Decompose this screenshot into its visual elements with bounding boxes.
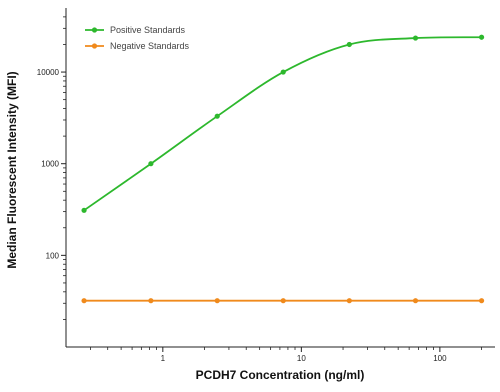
- data-point: [214, 113, 220, 119]
- y-tick-label: 100: [46, 251, 60, 260]
- data-point: [478, 34, 485, 40]
- axes: [65, 8, 495, 348]
- ticks: 100 1000 10000 1 10 100: [37, 16, 482, 363]
- series-1: [81, 298, 485, 304]
- data-point: [280, 298, 286, 304]
- data-point: [214, 298, 220, 304]
- x-tick-label: 10: [297, 354, 306, 363]
- legend-label: Negative Standards: [110, 41, 190, 51]
- series-line: [83, 36, 482, 212]
- legend-label: Positive Standards: [110, 25, 186, 35]
- legend-item: Positive Standards: [85, 25, 186, 35]
- data-point: [412, 35, 419, 41]
- data-point: [412, 298, 419, 304]
- series-layer: [81, 34, 485, 304]
- data-point: [81, 298, 87, 304]
- y-axis-title: Median Fluorescent Intensity (MFI): [5, 71, 19, 268]
- data-point: [346, 41, 352, 48]
- data-point: [346, 298, 352, 304]
- data-point: [148, 298, 154, 304]
- data-point: [280, 69, 286, 75]
- y-tick-label: 10000: [37, 68, 60, 77]
- x-axis-title: PCDH7 Concentration (ng/ml): [196, 368, 365, 382]
- legend-swatch-marker: [91, 27, 98, 33]
- data-point: [478, 298, 485, 304]
- data-point: [148, 161, 154, 167]
- legend: Positive Standards Negative Standards: [85, 25, 190, 51]
- legend-item: Negative Standards: [85, 41, 190, 51]
- x-tick-label: 100: [433, 354, 447, 363]
- x-tick-label: 1: [161, 354, 166, 363]
- legend-swatch-marker: [91, 43, 98, 49]
- y-tick-label: 1000: [41, 160, 59, 169]
- data-point: [81, 207, 87, 213]
- series-0: [81, 34, 485, 213]
